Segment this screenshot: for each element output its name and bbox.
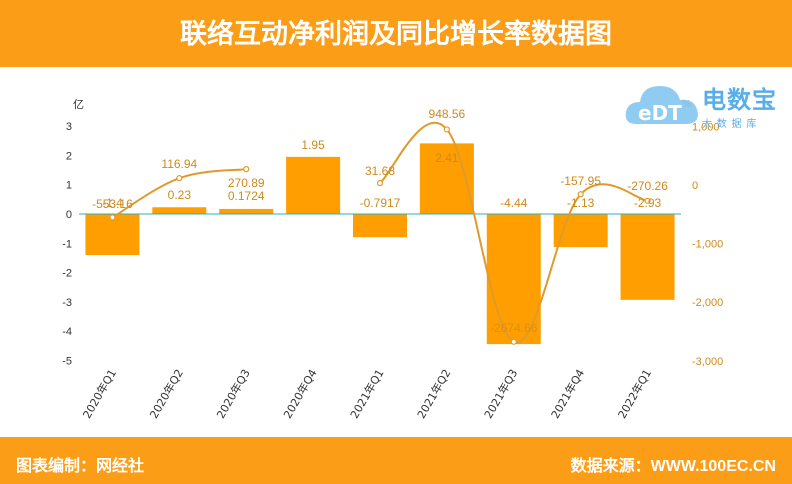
line-point xyxy=(176,175,183,182)
line-value-label: 31.68 xyxy=(365,164,395,178)
bar-value-label: 0.23 xyxy=(168,188,192,202)
line-point xyxy=(644,197,651,204)
category-label: 2020年Q1 xyxy=(80,367,119,421)
category-label: 2021年Q1 xyxy=(347,367,386,421)
bar-value-label: -0.7917 xyxy=(360,196,401,210)
line-value-label: -553.16 xyxy=(92,197,133,211)
category-label: 2020年Q3 xyxy=(213,367,252,421)
line-point xyxy=(243,166,250,173)
left-tick-label: -3 xyxy=(62,297,72,309)
line-point xyxy=(577,191,584,198)
line-value-label: 948.56 xyxy=(429,107,466,121)
bar-value-label: -1.13 xyxy=(567,196,595,210)
left-tick-label: -2 xyxy=(62,268,72,280)
line-point xyxy=(109,214,116,221)
bar xyxy=(620,214,675,300)
bar xyxy=(486,214,541,345)
bar-value-label: -4.44 xyxy=(500,196,528,210)
bar-value-label: -2.93 xyxy=(634,196,662,210)
right-tick-label: -1,000 xyxy=(692,239,723,251)
left-tick-label: 1 xyxy=(66,180,72,192)
left-tick-label: -5 xyxy=(62,356,72,368)
category-label: 2021年Q2 xyxy=(414,367,453,421)
line-value-label: -157.95 xyxy=(560,174,601,188)
title-banner xyxy=(0,0,792,67)
category-label: 2021年Q3 xyxy=(481,367,520,421)
left-tick-label: -4 xyxy=(62,326,72,338)
line-value-label: -270.26 xyxy=(627,179,668,193)
bar-value-label: -1.4 xyxy=(102,196,123,210)
footer-editor: 图表编制：网经社 xyxy=(16,458,145,475)
right-tick-label: -2,000 xyxy=(692,297,723,309)
bar-value-label: 1.95 xyxy=(301,138,325,152)
right-tick-label: 0 xyxy=(692,180,698,192)
bar xyxy=(353,214,407,238)
bar xyxy=(219,208,274,214)
category-label: 2020年Q2 xyxy=(146,367,185,421)
line-value-label: 270.89 xyxy=(228,176,265,190)
left-tick-label: -1 xyxy=(62,238,72,250)
logo-brand: 电数宝 xyxy=(702,87,777,114)
category-label: 2021年Q4 xyxy=(548,367,587,421)
bar xyxy=(85,214,140,256)
logo-subtitle: 大 数 据 库 xyxy=(702,119,758,130)
page-title: 联络互动净利润及同比增长率数据图 xyxy=(180,19,612,49)
left-tick-label: 0 xyxy=(66,209,72,221)
line-point xyxy=(510,338,517,345)
bar xyxy=(553,214,608,248)
bar-value-label: 2.41 xyxy=(435,151,459,165)
bar xyxy=(152,207,207,214)
svg-text:eDT: eDT xyxy=(638,101,682,125)
line-point xyxy=(376,180,384,187)
combo-chart: 亿%3210-1-2-3-4-51,0000-1,000-2,000-3,000… xyxy=(62,98,723,421)
left-tick-label: 3 xyxy=(66,121,72,133)
line-point xyxy=(443,126,450,133)
bar-value-label: 0.1724 xyxy=(228,189,265,203)
right-tick-label: -3,000 xyxy=(692,356,723,368)
line-value-label: -2674.66 xyxy=(490,321,538,335)
cloud-logo-icon: eDT xyxy=(625,86,698,125)
right-tick-label: 1,000 xyxy=(692,121,720,133)
footer-source: 数据来源：WWW.100EC.CN xyxy=(570,458,776,475)
left-tick-label: 2 xyxy=(66,150,72,162)
line-value-label: 116.94 xyxy=(161,157,197,171)
category-label: 2022年Q1 xyxy=(615,367,654,421)
left-axis-unit: 亿 xyxy=(73,98,84,111)
footer-banner xyxy=(0,437,792,484)
category-label: 2020年Q4 xyxy=(280,367,319,421)
bar xyxy=(286,156,341,214)
